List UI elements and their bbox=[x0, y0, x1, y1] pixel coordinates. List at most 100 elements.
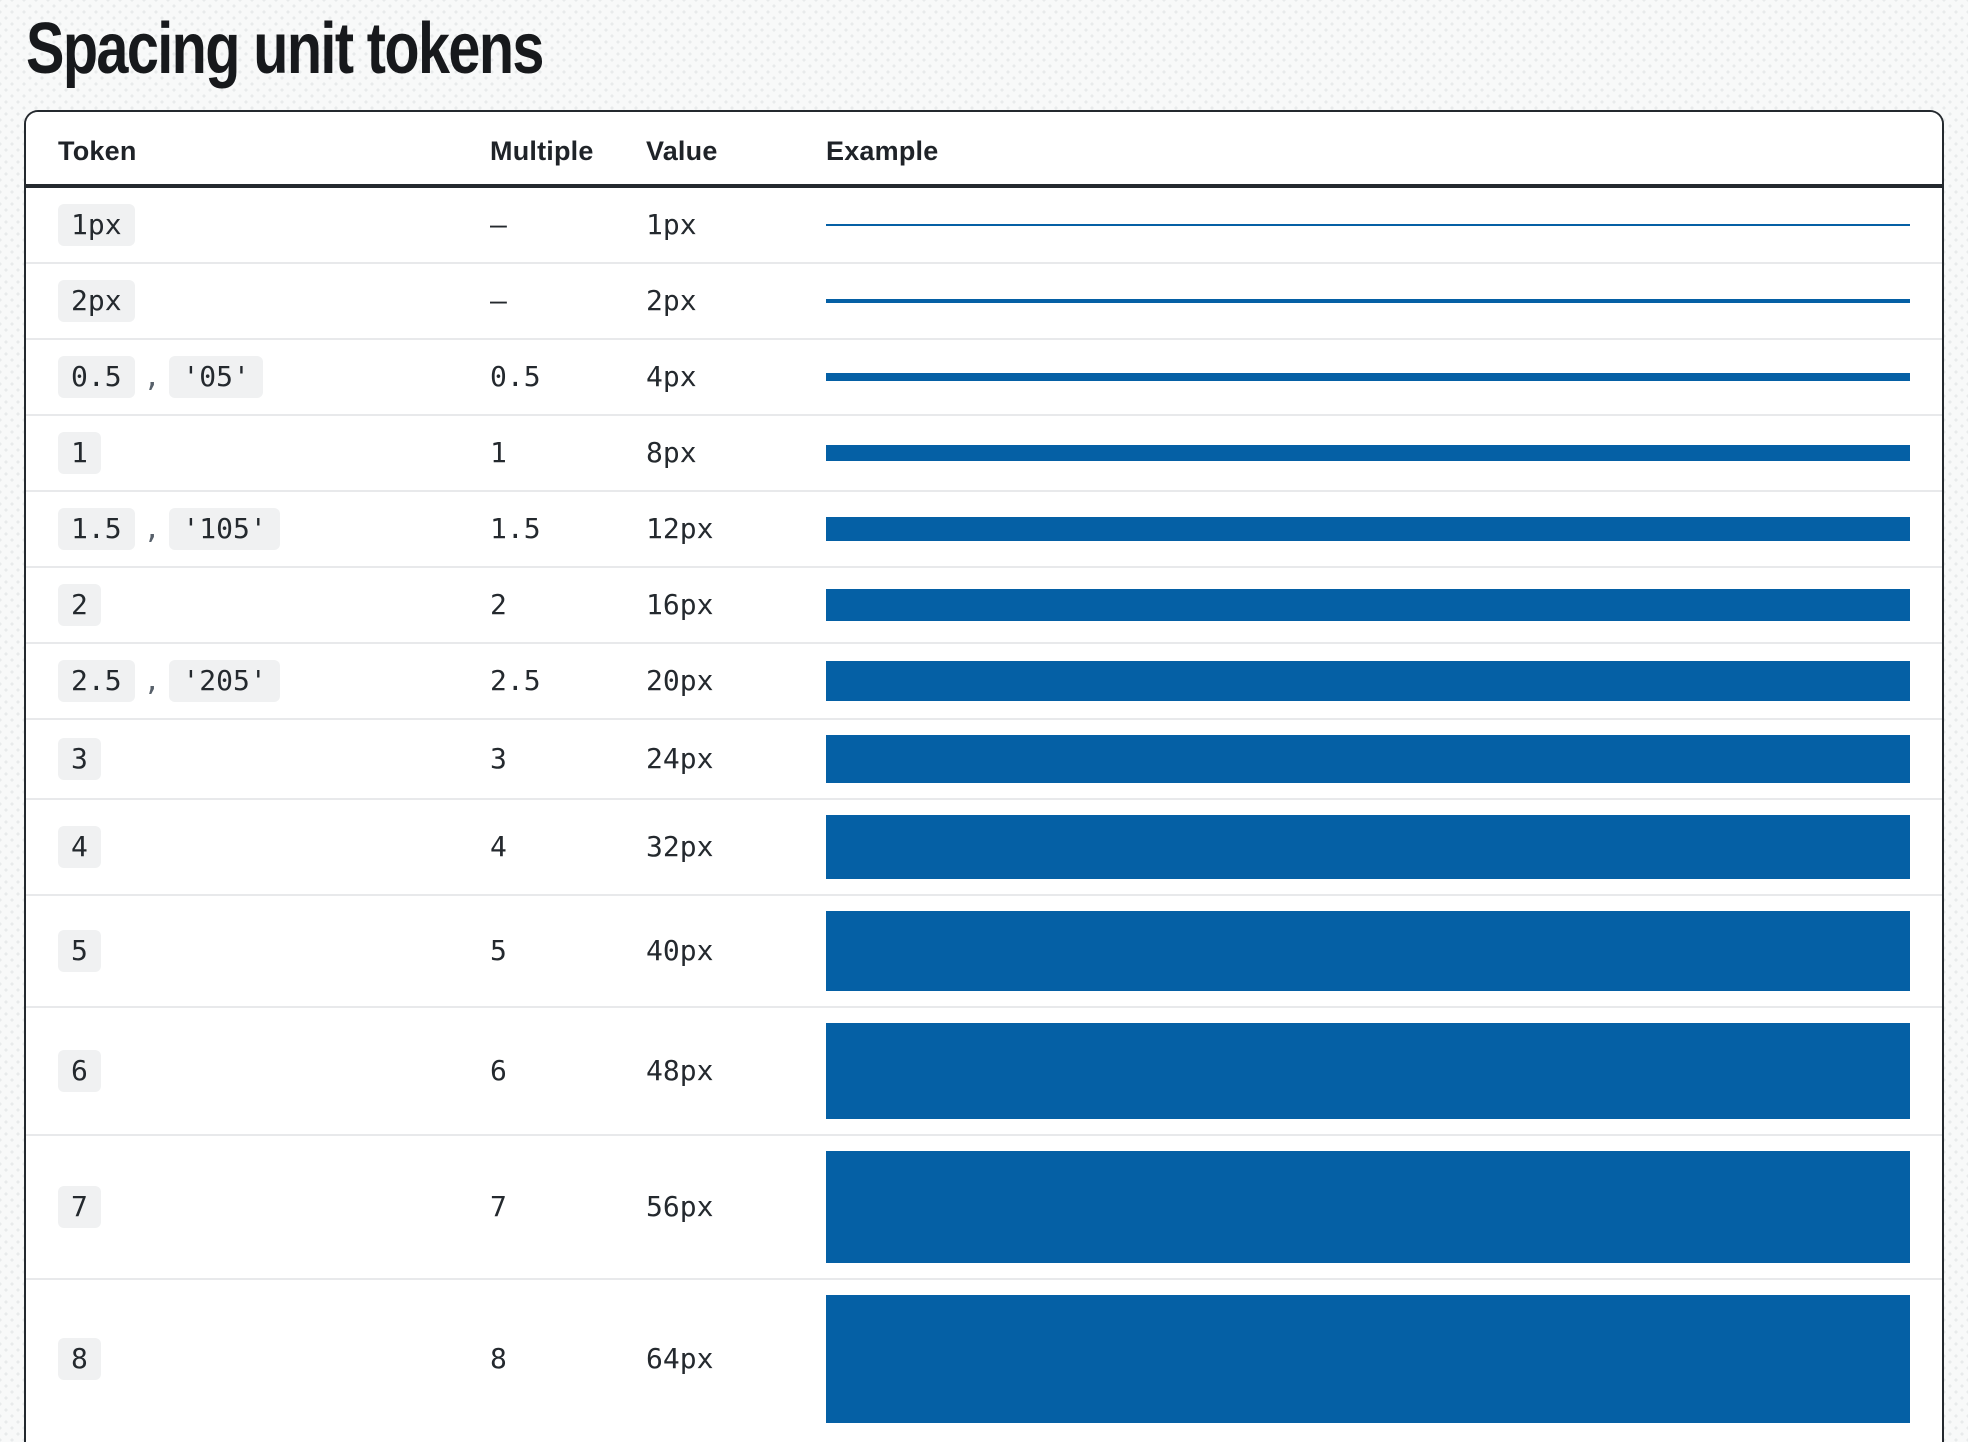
example-cell bbox=[794, 1278, 1942, 1438]
value-cell: 24px bbox=[614, 718, 794, 799]
spacing-table: Token Multiple Value Example 1px – 1px 2px –… bbox=[26, 112, 1942, 1438]
example-cell bbox=[794, 186, 1942, 263]
value-cell: 56px bbox=[614, 1134, 794, 1279]
token-cell: 8 bbox=[26, 1278, 458, 1438]
example-spacing-bar bbox=[826, 661, 1910, 701]
token-cell: 1.5, '105' bbox=[26, 490, 458, 567]
table-row: 1 1 8px bbox=[26, 414, 1942, 491]
multiple-value: 2 bbox=[490, 588, 507, 621]
multiple-cell: 7 bbox=[458, 1134, 614, 1279]
value-label: 1px bbox=[646, 208, 697, 241]
token-separator: , bbox=[143, 360, 161, 393]
example-cell bbox=[794, 566, 1942, 643]
multiple-cell: – bbox=[458, 262, 614, 339]
example-cell bbox=[794, 718, 1942, 799]
token-chip: '105' bbox=[169, 508, 280, 550]
example-cell bbox=[794, 1134, 1942, 1279]
multiple-cell: 3 bbox=[458, 718, 614, 799]
value-cell: 2px bbox=[614, 262, 794, 339]
column-header-value: Value bbox=[614, 112, 794, 188]
example-spacing-bar bbox=[826, 911, 1910, 991]
token-cell: 5 bbox=[26, 894, 458, 1007]
token-cell: 0.5, '05' bbox=[26, 338, 458, 415]
example-cell bbox=[794, 798, 1942, 895]
token-cell: 1 bbox=[26, 414, 458, 491]
multiple-value: – bbox=[490, 284, 507, 317]
table-row: 2 2 16px bbox=[26, 566, 1942, 643]
token-chip: 3 bbox=[58, 738, 101, 780]
multiple-value: 4 bbox=[490, 830, 507, 863]
value-label: 8px bbox=[646, 436, 697, 469]
table-header-row: Token Multiple Value Example bbox=[26, 112, 1942, 188]
value-label: 64px bbox=[646, 1342, 714, 1375]
table-row: 3 3 24px bbox=[26, 718, 1942, 799]
multiple-cell: 5 bbox=[458, 894, 614, 1007]
multiple-cell: 2.5 bbox=[458, 642, 614, 719]
multiple-cell: 0.5 bbox=[458, 338, 614, 415]
table-row: 4 4 32px bbox=[26, 798, 1942, 895]
table-row: 8 8 64px bbox=[26, 1278, 1942, 1438]
token-cell: 2 bbox=[26, 566, 458, 643]
value-label: 2px bbox=[646, 284, 697, 317]
token-cell: 4 bbox=[26, 798, 458, 895]
example-cell bbox=[794, 338, 1942, 415]
value-cell: 32px bbox=[614, 798, 794, 895]
value-cell: 16px bbox=[614, 566, 794, 643]
column-header-example: Example bbox=[794, 112, 1942, 188]
multiple-value: 1 bbox=[490, 436, 507, 469]
multiple-cell: 2 bbox=[458, 566, 614, 643]
value-label: 12px bbox=[646, 512, 714, 545]
token-chip: 6 bbox=[58, 1050, 101, 1092]
value-cell: 40px bbox=[614, 894, 794, 1007]
token-chip: 1px bbox=[58, 204, 135, 246]
token-chip: 2 bbox=[58, 584, 101, 626]
table-row: 6 6 48px bbox=[26, 1006, 1942, 1135]
token-chip: 7 bbox=[58, 1186, 101, 1228]
table-row: 7 7 56px bbox=[26, 1134, 1942, 1279]
column-header-token: Token bbox=[26, 112, 458, 188]
value-cell: 20px bbox=[614, 642, 794, 719]
table-row: 2px – 2px bbox=[26, 262, 1942, 339]
multiple-cell: 4 bbox=[458, 798, 614, 895]
token-chip: 2px bbox=[58, 280, 135, 322]
example-spacing-bar bbox=[826, 517, 1910, 541]
token-cell: 2px bbox=[26, 262, 458, 339]
example-cell bbox=[794, 1006, 1942, 1135]
multiple-cell: 6 bbox=[458, 1006, 614, 1135]
example-cell bbox=[794, 262, 1942, 339]
value-label: 20px bbox=[646, 664, 714, 697]
multiple-value: – bbox=[490, 208, 507, 241]
table-row: 1px – 1px bbox=[26, 186, 1942, 263]
token-cell: 7 bbox=[26, 1134, 458, 1279]
multiple-value: 5 bbox=[490, 934, 507, 967]
example-spacing-bar bbox=[826, 1295, 1910, 1423]
example-cell bbox=[794, 642, 1942, 719]
multiple-cell: 1 bbox=[458, 414, 614, 491]
value-cell: 48px bbox=[614, 1006, 794, 1135]
multiple-value: 7 bbox=[490, 1190, 507, 1223]
token-separator: , bbox=[143, 512, 161, 545]
value-cell: 1px bbox=[614, 186, 794, 263]
example-spacing-bar bbox=[826, 815, 1910, 879]
token-cell: 3 bbox=[26, 718, 458, 799]
token-chip: 8 bbox=[58, 1338, 101, 1380]
table-row: 1.5, '105' 1.5 12px bbox=[26, 490, 1942, 567]
token-chip: '205' bbox=[169, 660, 280, 702]
token-separator: , bbox=[143, 664, 161, 697]
example-spacing-bar bbox=[826, 589, 1910, 621]
example-cell bbox=[794, 414, 1942, 491]
column-header-multiple: Multiple bbox=[458, 112, 614, 188]
example-spacing-bar bbox=[826, 299, 1910, 303]
token-cell: 1px bbox=[26, 186, 458, 263]
token-chip: 1.5 bbox=[58, 508, 135, 550]
example-spacing-bar bbox=[826, 735, 1910, 783]
example-cell bbox=[794, 894, 1942, 1007]
spacing-table-card: Token Multiple Value Example 1px – 1px 2px –… bbox=[24, 110, 1944, 1442]
example-cell bbox=[794, 490, 1942, 567]
value-cell: 12px bbox=[614, 490, 794, 567]
value-cell: 4px bbox=[614, 338, 794, 415]
value-label: 16px bbox=[646, 588, 714, 621]
token-chip: 4 bbox=[58, 826, 101, 868]
multiple-cell: 8 bbox=[458, 1278, 614, 1438]
